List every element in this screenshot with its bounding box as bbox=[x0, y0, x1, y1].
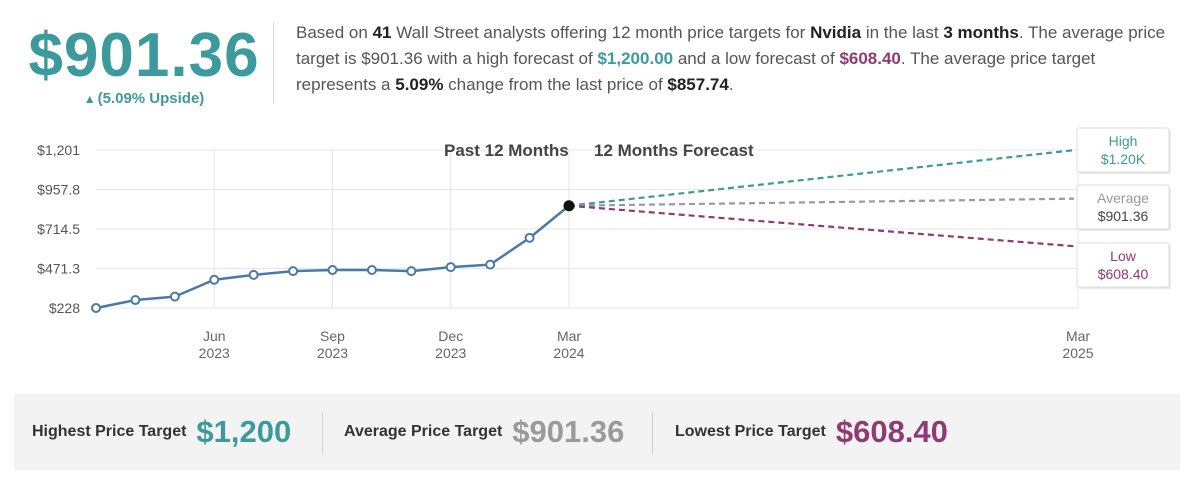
price-point bbox=[524, 232, 535, 243]
price-point bbox=[169, 291, 180, 302]
forecast-box-low bbox=[1076, 242, 1170, 288]
change-percent: 5.09% bbox=[395, 75, 444, 94]
period-months: 3 months bbox=[943, 23, 1019, 42]
price-point bbox=[485, 259, 496, 270]
chart-title-past: Past 12 Months bbox=[444, 141, 569, 160]
stat-divider bbox=[322, 412, 323, 454]
summary-header: $901.36 ▲ (5.09% Upside) Based on 41 Wall… bbox=[14, 12, 1184, 112]
forecast-line-average bbox=[568, 197, 1075, 207]
price-point bbox=[366, 265, 377, 276]
high-forecast: $1,200.00 bbox=[597, 49, 674, 68]
price-point bbox=[406, 266, 417, 277]
desc-text: and a low forecast of bbox=[673, 49, 840, 68]
up-arrow-icon: ▲ bbox=[83, 92, 96, 106]
x-tick-month: Mar bbox=[1066, 328, 1090, 344]
average-target-label: Average Price Target bbox=[344, 423, 503, 440]
x-tick-year: 2023 bbox=[199, 345, 230, 361]
low-forecast: $608.40 bbox=[839, 49, 901, 68]
desc-text: in the last bbox=[861, 23, 944, 42]
targets-bar: Highest Price Target $1,200 Average Pric… bbox=[14, 394, 1180, 470]
y-tick-label: $228 bbox=[49, 300, 80, 316]
price-point bbox=[445, 262, 456, 273]
desc-text: . The average price target is $901.36 wi… bbox=[296, 23, 1166, 68]
desc-text: . bbox=[728, 75, 734, 94]
highest-target-label: Highest Price Target bbox=[32, 423, 187, 440]
desc-text: Based on bbox=[296, 23, 373, 42]
forecast-line-high bbox=[568, 149, 1075, 207]
highest-target-value: $1,200 bbox=[196, 414, 292, 449]
x-tick-month: Jun bbox=[203, 328, 226, 344]
price-point bbox=[248, 269, 259, 280]
forecast-box-name: High bbox=[1109, 133, 1138, 149]
forecast-box-value: $608.40 bbox=[1098, 266, 1149, 282]
forecast-box-name: Average bbox=[1097, 190, 1149, 206]
stat-divider bbox=[652, 412, 653, 454]
forecast-line-low bbox=[568, 204, 1075, 248]
x-tick-month: Mar bbox=[557, 328, 581, 344]
lowest-target: Lowest Price Target $608.40 bbox=[675, 394, 948, 470]
price-chart-svg: $1,201$957.8$714.5$471.3$228Jun2023Sep20… bbox=[37, 127, 1171, 361]
average-price-target: $901.36 bbox=[28, 21, 260, 90]
price-point bbox=[288, 266, 299, 277]
desc-text: change from the last price of bbox=[443, 75, 668, 94]
header-divider bbox=[273, 22, 274, 104]
highest-target: Highest Price Target $1,200 bbox=[32, 394, 291, 470]
x-tick-month: Dec bbox=[438, 328, 463, 344]
chart-title-forecast: 12 Months Forecast bbox=[594, 141, 754, 160]
forecast-box-value: $901.36 bbox=[1098, 208, 1149, 224]
upside-indicator: ▲ (5.09% Upside) bbox=[24, 90, 264, 107]
analyst-count: 41 bbox=[372, 23, 392, 42]
summary-description: Based on 41 Wall Street analysts offerin… bbox=[296, 20, 1176, 98]
price-point bbox=[130, 295, 141, 306]
y-tick-label: $1,201 bbox=[37, 142, 80, 158]
y-tick-label: $957.8 bbox=[37, 181, 80, 197]
x-tick-year: 2023 bbox=[317, 345, 348, 361]
x-tick-year: 2024 bbox=[553, 345, 584, 361]
average-target: Average Price Target $901.36 bbox=[344, 394, 624, 470]
forecast-box-value: $1.20K bbox=[1101, 151, 1146, 167]
desc-text: . The average price target represents a bbox=[296, 49, 1096, 94]
desc-text: Wall Street analysts offering 12 month p… bbox=[391, 23, 811, 42]
x-tick-year: 2025 bbox=[1062, 345, 1093, 361]
lowest-target-value: $608.40 bbox=[835, 414, 948, 449]
company-name: Nvidia bbox=[810, 23, 862, 42]
x-tick-year: 2023 bbox=[435, 345, 466, 361]
forecast-box-name: Low bbox=[1110, 248, 1137, 264]
lowest-target-label: Lowest Price Target bbox=[675, 423, 826, 440]
average-target-value: $901.36 bbox=[512, 414, 625, 449]
price-point bbox=[327, 265, 338, 276]
price-chart: $1,201 $957.8 $714.5 $471.3 $228 Jun 2023 Sep 20… bbox=[14, 122, 1184, 392]
y-tick-label: $471.3 bbox=[37, 260, 80, 276]
y-tick-label: $714.5 bbox=[37, 221, 80, 237]
x-tick-month: Sep bbox=[320, 328, 345, 344]
upside-text: (5.09% Upside) bbox=[97, 90, 205, 107]
price-point bbox=[91, 303, 101, 313]
forecast-box-average bbox=[1076, 184, 1170, 230]
price-point bbox=[209, 274, 220, 285]
forecast-box-high bbox=[1076, 127, 1170, 173]
current-price-point bbox=[563, 200, 575, 212]
last-price: $857.74 bbox=[667, 75, 729, 94]
